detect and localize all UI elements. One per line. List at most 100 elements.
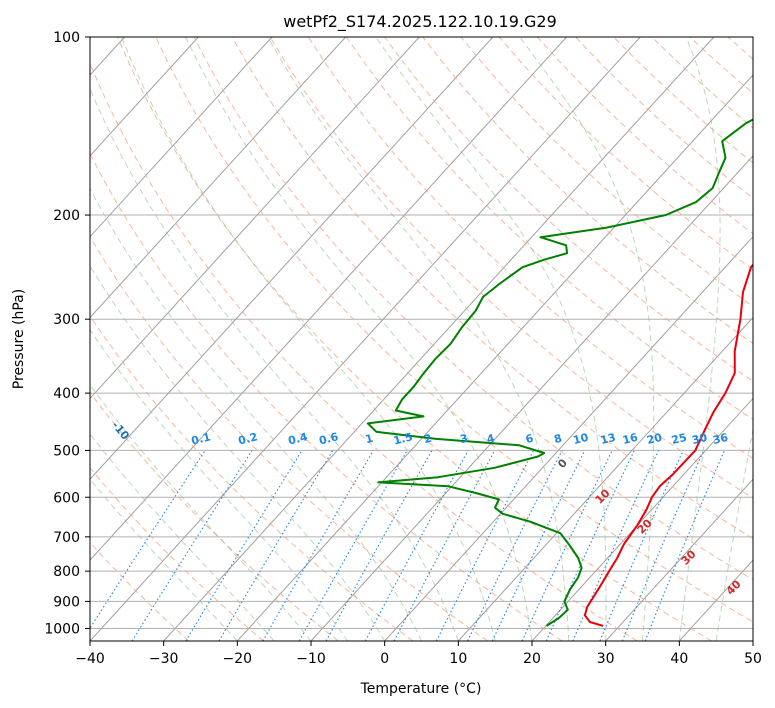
mixing-ratio-line [185,450,303,641]
mixing-ratio-label: 0.2 [237,430,259,447]
x-tick-label: −20 [223,651,253,667]
chart-title: wetPf2_S174.2025.122.10.19.G29 [283,12,557,32]
x-axis-label: Temperature (°C) [360,681,482,697]
x-tick-label: 50 [744,651,762,667]
mixing-ratio-label: 10 [572,431,590,447]
moist-adiabat-line [90,384,312,641]
moist-adiabat-line [678,37,721,641]
moist-adiabat-line [715,426,753,641]
moist-adiabat-line [90,265,386,641]
dry-adiabat-line [269,37,753,499]
y-tick-label: 400 [53,386,80,402]
mixing-ratio-label: 30 [691,431,709,447]
mixing-ratio-label: 0.1 [190,430,212,447]
dry-adiabat-line [155,37,753,623]
isotherm-line [605,478,753,641]
y-tick-label: 100 [53,30,80,46]
moist-adiabats [90,37,753,641]
x-tick-label: −30 [149,651,179,667]
moist-adiabat-line [519,37,655,641]
mixing-ratio-line [644,450,726,641]
mixing-ratio-label: 13 [599,431,617,447]
mixing-ratio-line [90,450,206,630]
x-tick-label: −40 [75,651,105,667]
dry-adiabat-label: -20 [25,384,47,408]
dry-adiabat-line [90,62,638,641]
moist-adiabat-line [90,328,349,641]
mixing-ratio-label: 1.5 [392,430,414,447]
x-tick-label: 10 [449,651,467,667]
isotherm-line [90,37,273,238]
isotherm-line [236,74,753,641]
mixing-ratio-label: 1 [364,432,375,446]
dry-adiabat-line [90,235,488,641]
mixing-ratio-label: 0.4 [287,430,309,447]
temperature-profile-line [583,263,753,627]
x-tick-label: 40 [670,651,688,667]
y-tick-label: 500 [53,443,80,459]
isotherm-line [457,316,753,641]
x-tick-label: −10 [296,651,326,667]
y-tick-label: 300 [53,312,80,328]
mixing-ratio-lines [90,450,726,641]
dry-adiabat-line [346,37,753,421]
mixing-ratio-label: 4 [485,432,496,447]
axes: −40 −30 −20 −10 0 10 20 30 40 50 1000 900 800 700 600 5… [44,30,762,667]
dewpoint-profile-line [366,118,753,627]
moist-adiabat-line [90,433,275,641]
y-tick-label: 800 [53,564,80,580]
moist-adiabat-line [90,87,459,641]
isotherm-line [90,37,199,157]
dry-adiabats [90,37,753,641]
y-tick-label: 700 [53,530,80,546]
mixing-ratio-label: 20 [645,431,663,447]
dry-adiabat-line [90,541,190,641]
y-tick-label: 1000 [44,621,80,637]
mixing-ratio-label: 0.6 [318,430,340,447]
mixing-ratio-label: 3 [459,432,470,446]
mixing-ratio-label: 36 [711,431,729,447]
skewed-isotherms [90,37,753,641]
moist-adiabat-line [121,37,496,641]
x-tick-label: 30 [597,651,615,667]
isotherm-line [531,397,753,641]
isotherm-line [90,37,567,561]
mixing-ratio-line [435,450,535,641]
mixing-ratio-line [325,450,433,641]
moist-adiabat-line [185,37,533,641]
dry-adiabat-line [90,152,563,641]
mixing-ratio-line [572,450,660,641]
mixing-ratio-line [599,450,684,641]
mixing-ratio-label: 2 [423,432,434,446]
x-tick-label: 0 [380,651,389,667]
profile-series [366,118,753,627]
moist-adiabat-line [90,478,238,641]
y-tick-label: 600 [53,490,80,506]
dry-adiabat-line [117,37,712,641]
isotherm-line [752,640,753,641]
dry-adiabat-line [231,37,753,540]
mixing-ratio-line [621,450,705,641]
y-tick-label: 900 [53,594,80,610]
mixing-ratio-line [364,450,469,641]
mixing-ratio-line [298,450,408,641]
isotherm-line [163,37,715,641]
isotherm-line [90,37,494,481]
isotherm-line [384,235,753,641]
mixing-ratio-label: 16 [621,431,639,447]
plot-frame [89,36,754,642]
y-axis-label: Pressure (hPa) [11,289,27,389]
mixing-ratio-label: 8 [553,432,564,446]
dry-adiabat-line [307,37,753,460]
isotherm-line [90,37,346,319]
x-tick-label: 20 [523,651,541,667]
mixing-ratio-label: 25 [670,431,688,447]
pressure-gridlines [90,37,753,629]
isopleth-labels: -100-90-80-70-60-50-40-30-20-10010203040… [25,384,744,598]
moist-adiabat-line [375,37,607,641]
y-tick-label: 200 [53,208,80,224]
mixing-ratio-label: 6 [524,432,535,447]
moist-adiabat-line [90,187,422,641]
isotherm-line [90,37,641,641]
